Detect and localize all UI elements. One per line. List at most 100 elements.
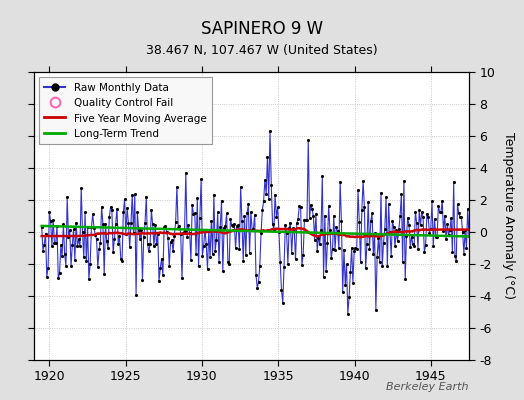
Point [76, 243, 84, 250]
Point [419, 214, 427, 220]
Point [420, 249, 429, 255]
Point [368, 210, 376, 217]
Point [212, 236, 221, 243]
Point [337, 218, 346, 225]
Point [425, 229, 434, 236]
Point [216, 223, 224, 230]
Point [56, 270, 64, 276]
Text: Berkeley Earth: Berkeley Earth [387, 382, 469, 392]
Point [315, 240, 324, 247]
Point [373, 253, 381, 260]
Point [305, 215, 314, 222]
Point [276, 259, 285, 266]
Point [433, 234, 441, 240]
Point [48, 243, 56, 249]
Point [389, 224, 398, 230]
Point [217, 198, 226, 204]
Point [39, 248, 47, 254]
Point [400, 178, 408, 184]
Point [64, 234, 73, 241]
Point [89, 211, 97, 218]
Point [336, 179, 344, 185]
Point [270, 227, 278, 234]
Point [247, 209, 255, 215]
Point [59, 221, 68, 228]
Point [238, 218, 246, 224]
Point [200, 242, 208, 249]
Point [340, 246, 348, 253]
Point [166, 239, 174, 245]
Point [220, 224, 228, 231]
Point [320, 274, 328, 280]
Point [109, 249, 117, 255]
Point [442, 236, 450, 243]
Point [280, 264, 288, 270]
Point [229, 223, 237, 229]
Point [141, 220, 149, 227]
Point [258, 207, 267, 213]
Point [460, 250, 468, 257]
Point [44, 265, 52, 271]
Point [326, 227, 334, 234]
Point [465, 232, 473, 239]
Point [363, 240, 371, 247]
Point [135, 227, 143, 233]
Point [132, 292, 140, 298]
Point [451, 253, 459, 259]
Point [292, 220, 301, 227]
Point [40, 241, 48, 248]
Point [430, 216, 439, 222]
Point [427, 226, 435, 232]
Point [170, 233, 179, 239]
Point [78, 229, 86, 236]
Point [464, 205, 472, 212]
Point [376, 259, 384, 265]
Point [227, 222, 236, 228]
Point [150, 243, 158, 250]
Point [115, 233, 124, 240]
Point [360, 204, 368, 210]
Point [129, 230, 138, 236]
Point [312, 210, 320, 217]
Point [113, 205, 121, 212]
Point [152, 241, 161, 248]
Point [248, 227, 256, 233]
Point [411, 208, 420, 215]
Point [407, 234, 416, 240]
Point [355, 219, 364, 226]
Point [434, 202, 443, 209]
Point [236, 184, 245, 190]
Point [295, 203, 303, 209]
Point [405, 222, 413, 228]
Point [126, 244, 134, 251]
Point [308, 206, 316, 212]
Point [99, 220, 107, 227]
Point [183, 234, 191, 240]
Point [314, 234, 323, 241]
Point [318, 173, 326, 180]
Point [435, 209, 444, 215]
Point [383, 263, 391, 270]
Point [232, 245, 240, 252]
Point [344, 310, 352, 317]
Point [441, 212, 449, 219]
Point [50, 240, 59, 246]
Point [321, 212, 329, 219]
Point [436, 209, 445, 216]
Point [110, 236, 118, 243]
Point [226, 216, 235, 223]
Point [159, 272, 167, 278]
Point [455, 210, 463, 216]
Text: 38.467 N, 107.467 W (United States): 38.467 N, 107.467 W (United States) [146, 44, 378, 57]
Point [47, 218, 55, 225]
Point [379, 239, 388, 246]
Point [54, 275, 62, 281]
Point [221, 222, 230, 229]
Point [243, 210, 251, 216]
Point [291, 256, 300, 263]
Point [156, 265, 165, 271]
Point [346, 269, 355, 276]
Point [144, 241, 152, 248]
Point [313, 247, 321, 254]
Point [66, 227, 74, 234]
